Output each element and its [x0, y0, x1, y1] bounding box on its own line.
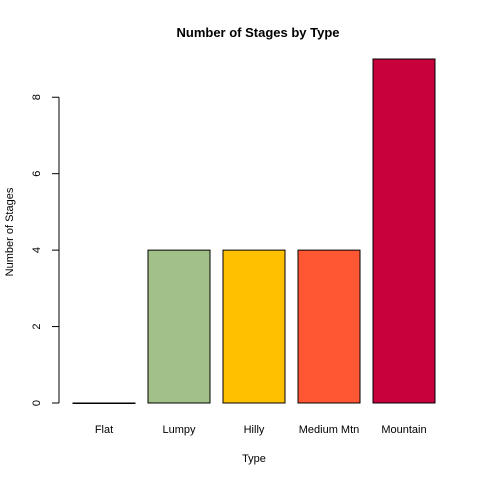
x-tick-labels: Flat Lumpy Hilly Medium Mtn Mountain — [95, 424, 427, 436]
y-tick-label: 4 — [31, 247, 43, 253]
y-axis: 0 2 4 6 8 — [31, 94, 60, 406]
y-tick-label: 6 — [31, 171, 43, 177]
y-tick-label: 2 — [31, 323, 43, 329]
x-axis-label: Type — [242, 453, 266, 465]
x-tick-label: Flat — [95, 424, 113, 436]
x-tick-label: Lumpy — [162, 424, 196, 436]
chart-title: Number of Stages by Type — [176, 25, 339, 40]
bar-lumpy — [147, 249, 211, 404]
x-tick-label: Medium Mtn — [299, 424, 360, 436]
bar-mountain — [372, 58, 436, 404]
y-axis-label: Number of Stages — [4, 187, 16, 276]
bar-medium-mtn — [297, 249, 361, 404]
y-tick-label: 8 — [31, 94, 43, 100]
bar-flat — [72, 402, 136, 404]
y-tick-label: 0 — [31, 400, 43, 406]
bars-group — [72, 58, 436, 404]
bar-hilly — [222, 249, 286, 404]
x-tick-label: Hilly — [244, 424, 265, 436]
x-tick-label: Mountain — [381, 424, 426, 436]
